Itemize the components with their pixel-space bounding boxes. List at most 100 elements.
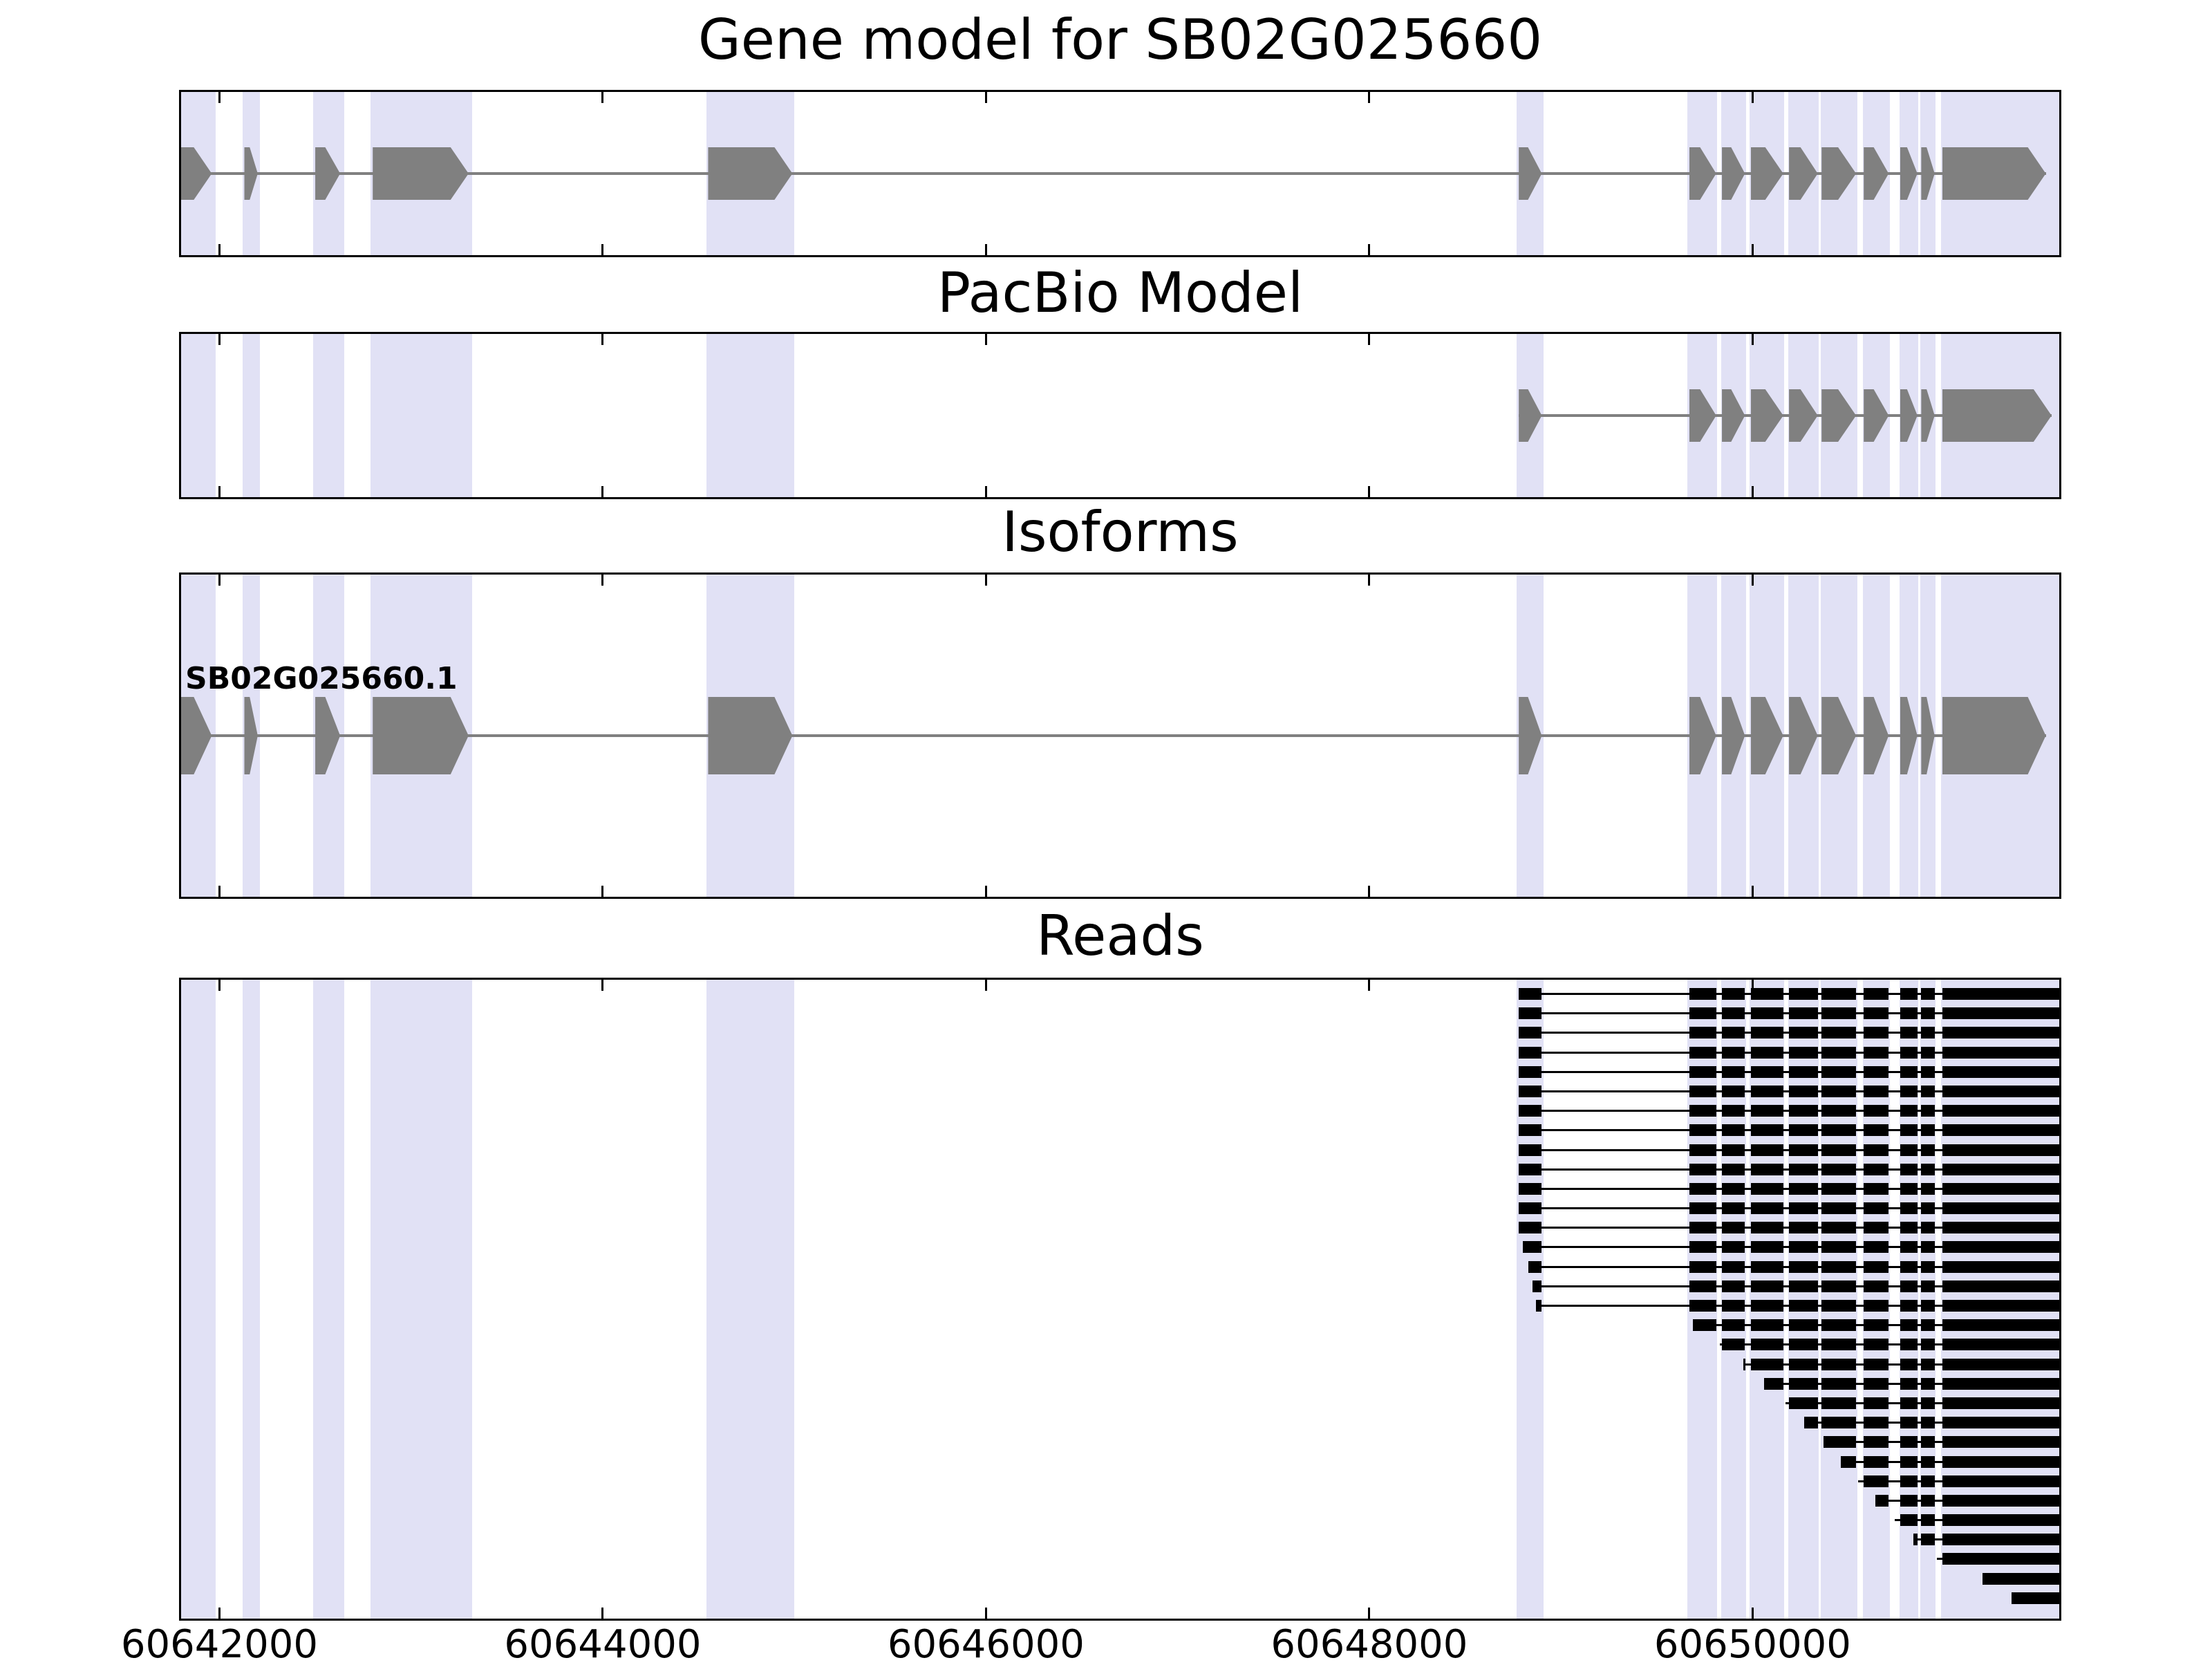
read-intron-line <box>1783 1187 1790 1190</box>
read-intron-line <box>1783 1148 1790 1151</box>
axis-tick-mark <box>601 886 604 897</box>
axis-tick-mark <box>1751 334 1754 345</box>
read-intron-line <box>1856 1032 1864 1034</box>
read-exon-block <box>1942 1085 2059 1097</box>
read-intron-line <box>1541 1227 1689 1229</box>
read-exon-block <box>1921 1319 1935 1332</box>
read-exon-block <box>1921 1377 1935 1390</box>
read-exon-block <box>1921 1475 1935 1487</box>
read-intron-line <box>1817 1324 1822 1327</box>
read-exon-block <box>1789 1280 1818 1292</box>
isoforms-title: Isoforms <box>1002 500 1239 564</box>
read-exon-block <box>1789 1319 1818 1332</box>
read-intron-line <box>1783 1382 1790 1385</box>
read-intron-line <box>1934 1499 1942 1502</box>
read-exon-block <box>1864 1475 1889 1487</box>
read-exon-block <box>1900 1417 1918 1429</box>
read-exon-block <box>1519 1182 1542 1195</box>
read-intron-line <box>1541 1148 1689 1151</box>
axis-tick-mark <box>1368 1608 1371 1619</box>
read-exon-block <box>1900 1085 1918 1097</box>
axis-tick-mark <box>1751 980 1754 991</box>
read-intron-line <box>1934 1012 1942 1015</box>
read-exon-block <box>1921 1085 1935 1097</box>
read-exon-block <box>1864 1046 1889 1059</box>
read-exon-block <box>1750 1241 1783 1254</box>
read-exon-block <box>1942 1124 2059 1137</box>
read-intron-line <box>1888 1227 1900 1229</box>
read-intron-line <box>1888 1499 1900 1502</box>
read-exon-block <box>1689 1300 1716 1312</box>
read-exon-block <box>1921 988 1935 1000</box>
read-intron-line <box>1888 1382 1900 1385</box>
axis-tick-mark <box>218 980 221 991</box>
read-exon-block <box>1750 1202 1783 1215</box>
read-exon-block <box>1750 1144 1783 1156</box>
read-exon-block <box>1983 1572 2059 1585</box>
read-exon-block <box>1789 1358 1818 1370</box>
read-exon-block <box>1942 1358 2059 1370</box>
read-exon-block <box>1689 1241 1716 1254</box>
read-exon-block <box>1750 1065 1783 1078</box>
gene-model-title: Gene model for SB02G025660 <box>697 8 1543 72</box>
read-exon-block <box>1900 1182 1918 1195</box>
read-exon-block <box>1821 1358 1857 1370</box>
read-intron-line <box>1745 1070 1751 1073</box>
read-intron-line <box>1817 1227 1822 1229</box>
read-intron-line <box>1785 1401 1790 1404</box>
read-intron-line <box>1917 1305 1922 1307</box>
read-exon-block <box>1921 1163 1935 1175</box>
read-exon-block <box>1921 1494 1935 1507</box>
read-exon-block <box>1722 1163 1745 1175</box>
read-intron-line <box>1783 1207 1790 1210</box>
read-exon-block <box>1750 1027 1783 1039</box>
read-intron-line <box>1917 1032 1922 1034</box>
read-exon-block <box>1942 1260 2059 1273</box>
pacbio-title: PacBio Model <box>937 261 1304 325</box>
exon-highlight-band <box>181 980 216 1619</box>
read-exon-block <box>1821 1144 1857 1156</box>
read-exon-block <box>1789 1339 1818 1351</box>
read-exon-block <box>1942 1553 2059 1565</box>
read-intron-line <box>1745 1090 1751 1092</box>
axis-tick-mark <box>1751 886 1754 897</box>
read-exon-block <box>1921 1534 1935 1546</box>
read-intron-line <box>1745 1032 1751 1034</box>
axis-tick-mark <box>984 486 987 497</box>
read-exon-block <box>1900 1202 1918 1215</box>
read-intron-line <box>1745 1129 1751 1132</box>
read-exon-block <box>1900 1241 1918 1254</box>
read-exon-block <box>1789 1377 1818 1390</box>
read-intron-line <box>1917 1441 1922 1444</box>
read-exon-block <box>1942 1182 2059 1195</box>
read-exon-block <box>1864 1065 1889 1078</box>
read-exon-block <box>1864 1455 1889 1468</box>
read-intron-line <box>1541 1187 1689 1190</box>
read-exon-block <box>1921 1436 1935 1449</box>
read-intron-line <box>1888 1441 1900 1444</box>
read-intron-line <box>1917 1129 1922 1132</box>
read-intron-line <box>1783 1227 1790 1229</box>
read-intron-line <box>1783 1090 1790 1092</box>
read-intron-line <box>1888 1285 1900 1287</box>
read-intron-line <box>1888 1168 1900 1171</box>
read-intron-line <box>1745 1343 1751 1346</box>
reads-panel <box>179 978 2061 1621</box>
read-intron-line <box>1888 1110 1900 1112</box>
read-intron-line <box>1888 1012 1900 1015</box>
axis-tick-mark <box>1751 486 1754 497</box>
read-intron-line <box>1745 1285 1751 1287</box>
read-intron-line <box>1917 1519 1922 1522</box>
read-intron-line <box>1888 1246 1900 1249</box>
read-exon-block <box>1921 1300 1935 1312</box>
read-exon-block <box>1821 1260 1857 1273</box>
read-intron-line <box>1716 1227 1723 1229</box>
read-intron-line <box>1888 1187 1900 1190</box>
read-exon-block <box>1921 1007 1935 1020</box>
exon-arrow <box>1942 389 2052 442</box>
axis-tick-mark <box>1751 244 1754 255</box>
read-exon-block <box>1921 1046 1935 1059</box>
read-exon-block <box>1864 1358 1889 1370</box>
read-exon-block <box>1722 1300 1745 1312</box>
axis-tick-mark <box>218 244 221 255</box>
